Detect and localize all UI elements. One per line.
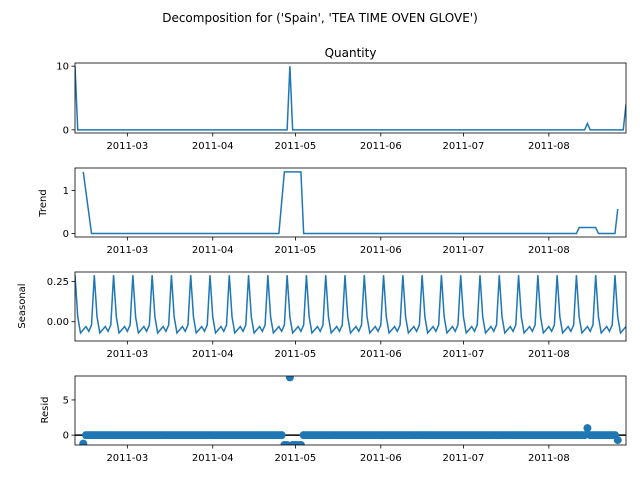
trend-axes-frame <box>74 167 627 238</box>
trend-y-tick-label: 1 <box>63 186 69 197</box>
trend-x-tick-label: 2011-04 <box>192 245 234 256</box>
resid-y-tick-label: 0 <box>63 431 69 442</box>
observed-x-tick-label: 2011-06 <box>360 141 402 152</box>
seasonal-plot-area <box>75 275 626 335</box>
seasonal-y-tick-label: 0.00 <box>47 317 69 328</box>
trend-y-axis-label: Trend <box>38 189 49 217</box>
trend-panel: Trend 0 1 2011-03 2011-04 2011-05 2011-06 2011… <box>38 167 627 256</box>
trend-plot-area <box>82 171 619 235</box>
observed-panel: Quantity 0 10 2011-03 2011-04 2011-05 2011-06… <box>56 46 627 152</box>
trend-x-tick-label: 2011-08 <box>528 245 570 256</box>
resid-point <box>296 441 305 445</box>
trend-x-tick-label: 2011-07 <box>443 245 485 256</box>
observed-x-tick-label: 2011-04 <box>192 141 234 152</box>
resid-point <box>583 424 592 433</box>
resid-point <box>580 431 589 440</box>
resid-x-tick-label: 2011-08 <box>528 453 570 464</box>
resid-x-tick-label: 2011-07 <box>443 453 485 464</box>
observed-series-line <box>75 66 626 131</box>
seasonal-y-tick-label: 0.25 <box>47 277 69 288</box>
resid-point <box>285 376 294 382</box>
observed-x-tick-label: 2011-03 <box>106 141 148 152</box>
observed-panel-title: Quantity <box>325 46 377 60</box>
resid-axes-frame <box>74 375 627 446</box>
trend-x-tick-label: 2011-05 <box>275 245 317 256</box>
resid-y-tick-label: 5 <box>63 395 69 406</box>
observed-axes-frame <box>74 62 627 134</box>
seasonal-series-line <box>75 275 626 335</box>
resid-point <box>79 439 88 445</box>
observed-x-tick-label: 2011-05 <box>275 141 317 152</box>
seasonal-x-tick-label: 2011-08 <box>528 349 570 360</box>
figure-suptitle: Decomposition for ('Spain', 'TEA TIME OV… <box>162 11 478 25</box>
resid-x-tick-label: 2011-04 <box>192 453 234 464</box>
observed-y-tick-label: 0 <box>63 125 69 136</box>
seasonal-x-tick-label: 2011-04 <box>192 349 234 360</box>
trend-x-tick-label: 2011-06 <box>360 245 402 256</box>
trend-series-line <box>82 171 619 235</box>
resid-x-tick-label: 2011-03 <box>106 453 148 464</box>
seasonal-y-axis-label: Seasonal <box>17 283 28 328</box>
seasonal-x-tick-label: 2011-05 <box>275 349 317 360</box>
trend-x-tick-label: 2011-03 <box>106 245 148 256</box>
observed-x-tick-label: 2011-08 <box>528 141 570 152</box>
observed-y-tick-label: 10 <box>56 62 69 73</box>
resid-point <box>613 436 622 445</box>
seasonal-axes-frame <box>74 271 627 342</box>
seasonal-x-tick-label: 2011-07 <box>443 349 485 360</box>
seasonal-x-tick-label: 2011-03 <box>106 349 148 360</box>
seasonal-panel: Seasonal 0.00 0.25 2011-03 2011-04 2011-05 20… <box>17 271 627 360</box>
resid-point <box>277 431 286 440</box>
seasonal-x-tick-label: 2011-06 <box>360 349 402 360</box>
resid-plot-area <box>75 376 626 445</box>
resid-y-axis-label: Resid <box>40 397 51 424</box>
resid-x-tick-label: 2011-05 <box>275 453 317 464</box>
observed-plot-area <box>75 66 626 131</box>
trend-y-tick-label: 0 <box>63 229 69 240</box>
observed-x-tick-label: 2011-07 <box>443 141 485 152</box>
resid-panel: Resid 0 5 2011-03 2011-04 2011-05 2011-06 2011… <box>40 375 627 464</box>
resid-x-tick-label: 2011-06 <box>360 453 402 464</box>
